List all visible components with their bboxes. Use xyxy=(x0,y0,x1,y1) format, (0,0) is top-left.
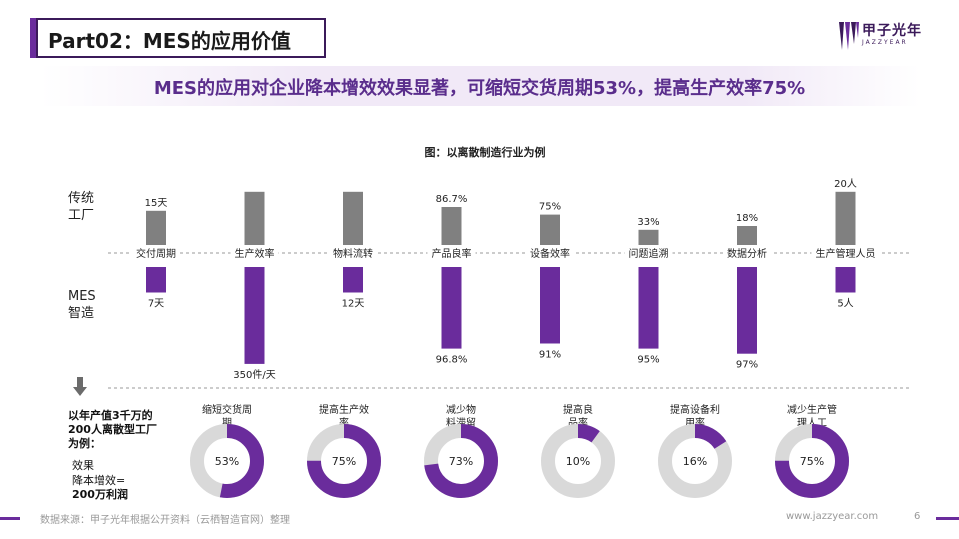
bar-mes xyxy=(343,267,363,293)
effect-note-line-1: 效果 xyxy=(72,459,94,472)
bar-mes xyxy=(638,267,659,349)
donut-value-arc xyxy=(541,424,615,498)
bar-mes xyxy=(441,267,462,349)
donut-value-label: 53% xyxy=(215,455,239,468)
brand-logo: 甲子光年 JAZZYEAR xyxy=(838,20,938,52)
bar-traditional xyxy=(835,191,856,245)
logo-name: 甲子光年 xyxy=(862,23,922,39)
case-note-line-1: 以年产值3千万的 xyxy=(68,409,153,422)
bar-mes xyxy=(737,267,757,354)
donut-value-label: 75% xyxy=(332,455,356,468)
bar-label-mes: 12天 xyxy=(342,299,365,310)
bar-label-mes: 5人 xyxy=(837,298,853,310)
bar-label-traditional: 18% xyxy=(736,213,758,224)
row-label-mes-text: MES智造 xyxy=(68,289,96,321)
headline: MES的应用对企业降本增效效果显著，可缩短交货周期53%，提高生产效率75% xyxy=(153,78,806,99)
donut-label-line-2: 率 xyxy=(339,416,349,429)
bar-traditional xyxy=(244,191,265,245)
donut-label-line-1: 减少物 xyxy=(446,403,476,416)
footer-url: www.jazzyear.com xyxy=(786,511,879,522)
category-label: 交付周期 xyxy=(136,247,176,260)
donut-value-arc xyxy=(658,424,732,498)
bar-mes xyxy=(244,267,265,364)
down-arrow-icon xyxy=(73,377,87,396)
category-label: 设备效率 xyxy=(530,247,570,260)
category-label: 物料流转 xyxy=(333,247,373,260)
effect-note-line-3: 200万利润 xyxy=(72,488,128,501)
headline-background xyxy=(40,66,920,106)
row-label-mes: MES智造 xyxy=(68,288,102,322)
donut-label-line-1: 减少生产管 xyxy=(787,403,837,416)
bar-label-mes: 91% xyxy=(539,350,561,361)
category-label: 生产管理人员 xyxy=(816,247,876,260)
section-title: Part02：MES的应用价值 xyxy=(48,29,291,53)
footer-accent-right xyxy=(936,517,959,520)
donut-label-line-1: 缩短交货周 xyxy=(202,403,252,416)
bar-traditional xyxy=(343,191,363,245)
case-note-line-2: 200人离散型工厂 xyxy=(68,423,157,436)
section-title-frame xyxy=(36,18,326,58)
category-label: 产品良率 xyxy=(432,247,472,260)
category-label: 数据分析 xyxy=(727,247,767,260)
bar-label-traditional: 20人 xyxy=(834,178,857,190)
bar-traditional xyxy=(441,207,462,245)
page-number: 6 xyxy=(914,511,921,522)
donut-value-label: 16% xyxy=(683,455,707,468)
logo-mark-icon xyxy=(839,22,859,50)
category-label-background xyxy=(624,245,673,261)
donut-value-arc xyxy=(424,424,498,498)
footer-accent-left xyxy=(0,517,20,520)
bar-label-traditional: 33% xyxy=(637,217,659,228)
bar-label-mes: 96.8% xyxy=(436,355,468,366)
donut-value-label: 10% xyxy=(566,455,590,468)
category-label-background xyxy=(132,245,180,261)
bar-label-mes: 350件/天 xyxy=(233,369,275,381)
bar-traditional xyxy=(146,210,166,245)
donut-value-arc xyxy=(190,424,264,498)
category-label-background xyxy=(526,245,574,261)
donut-label-line-1: 提高生产效 xyxy=(319,403,369,416)
row-label-traditional-text: 传统工厂 xyxy=(68,191,95,223)
effect-note-line-2: 降本增效= xyxy=(72,474,126,487)
bar-label-traditional: 15天 xyxy=(145,198,168,209)
donut-label-line-1: 提高良 xyxy=(563,403,593,416)
donut-value-label: 75% xyxy=(800,455,824,468)
category-label-background xyxy=(329,245,377,261)
bar-traditional xyxy=(540,214,560,245)
category-label: 问题追溯 xyxy=(629,247,669,260)
donut-value-arc xyxy=(307,424,381,498)
bar-mes xyxy=(146,267,166,293)
donut-label-line-1: 提高设备利 xyxy=(670,403,720,416)
category-label-background xyxy=(427,245,476,261)
row-label-traditional: 传统工厂 xyxy=(68,190,102,224)
bar-label-mes: 7天 xyxy=(148,299,164,310)
category-label: 生产效率 xyxy=(235,247,275,260)
bar-traditional xyxy=(737,226,757,245)
bar-traditional xyxy=(638,229,659,245)
bar-label-mes: 97% xyxy=(736,360,758,371)
bar-label-traditional: 75% xyxy=(539,202,561,213)
bar-label-mes: 95% xyxy=(637,355,659,366)
logo-subtext: JAZZYEAR xyxy=(862,39,908,46)
category-label-background xyxy=(230,245,279,261)
donut-value-arc xyxy=(775,424,849,498)
chart-title: 图：以离散制造行业为例 xyxy=(424,146,546,159)
bar-label-traditional: 86.7% xyxy=(436,194,468,205)
footer-source: 数据来源：甲子光年根据公开资料（云栖智造官网）整理 xyxy=(40,515,290,526)
title-accent-bar xyxy=(30,18,36,58)
case-note-line-3: 为例： xyxy=(68,437,101,450)
category-label-background xyxy=(723,245,771,261)
category-label-background xyxy=(811,245,880,261)
bar-mes xyxy=(835,267,856,293)
donut-value-label: 73% xyxy=(449,455,473,468)
bar-mes xyxy=(540,267,560,344)
donut-label-line-2: 期 xyxy=(222,417,232,429)
